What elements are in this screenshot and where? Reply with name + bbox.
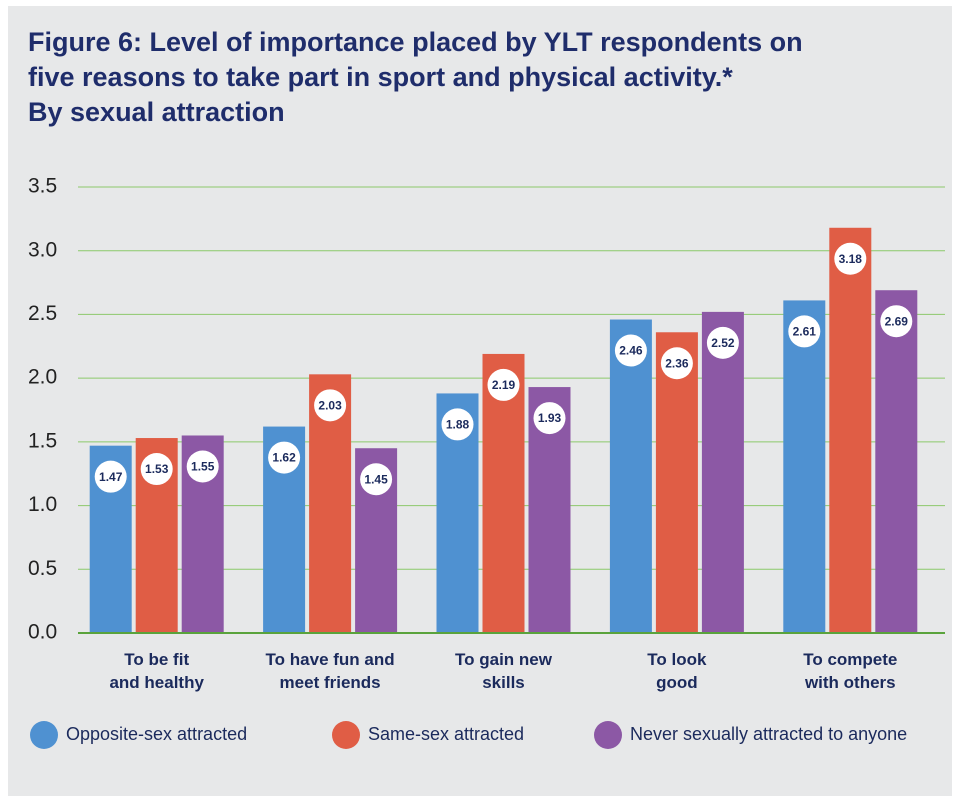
bar (875, 290, 918, 633)
bar (783, 300, 826, 633)
value-label-bg (314, 389, 347, 422)
value-label: 1.88 (446, 418, 470, 432)
value-label-bg (660, 347, 693, 380)
value-label: 1.45 (364, 472, 388, 486)
x-tick-label: To be fit and healthy (109, 650, 204, 692)
y-tick-label: 2.0 (28, 366, 57, 389)
value-label: 2.36 (665, 356, 689, 370)
value-label-bg (94, 460, 127, 493)
value-label: 2.52 (711, 336, 735, 350)
x-tick-label: To look good (647, 650, 707, 692)
legend-label: Same-sex attracted (368, 724, 524, 744)
y-tick-label: 3.5 (28, 175, 57, 198)
legend-label: Opposite-sex attracted (66, 724, 247, 744)
chart-title: Figure 6: Level of importance placed by … (28, 27, 803, 127)
value-label: 2.61 (793, 325, 817, 339)
y-tick-label: 1.5 (28, 429, 57, 452)
value-label-bg (533, 402, 566, 435)
bar (609, 319, 652, 633)
value-label-bg (880, 305, 913, 338)
value-label-bg (706, 326, 739, 359)
legend-swatch (332, 721, 360, 749)
value-label-bg (487, 368, 520, 401)
x-tick-label: To gain new skills (455, 650, 553, 692)
y-tick-label: 0.5 (28, 557, 57, 580)
x-tick-label: To have fun and meet friends (266, 650, 395, 692)
value-label: 1.62 (272, 451, 296, 465)
legend-swatch (30, 721, 58, 749)
value-label-bg (614, 334, 647, 367)
value-label: 2.19 (492, 378, 516, 392)
value-label: 1.55 (191, 460, 215, 474)
bar (829, 227, 872, 633)
value-label-bg (834, 242, 867, 275)
y-tick-label: 2.5 (28, 302, 57, 325)
bar (701, 311, 744, 633)
value-label-bg (186, 450, 219, 483)
value-label-bg (268, 441, 301, 474)
y-tick-label: 1.0 (28, 493, 57, 516)
value-label-bg (360, 463, 393, 496)
legend-label: Never sexually attracted to anyone (630, 724, 907, 744)
value-label: 1.47 (99, 470, 123, 484)
value-label: 1.53 (145, 462, 169, 476)
value-label: 3.18 (839, 252, 863, 266)
value-label-bg (788, 315, 821, 348)
value-label-bg (140, 453, 173, 486)
value-label-bg (441, 408, 474, 441)
y-tick-label: 0.0 (28, 621, 57, 644)
x-tick-label: To compete with others (803, 650, 897, 692)
value-label: 2.69 (885, 314, 909, 328)
legend-swatch (594, 721, 622, 749)
value-label: 2.03 (318, 398, 342, 412)
y-tick-label: 3.0 (28, 238, 57, 261)
value-label: 2.46 (619, 344, 643, 358)
bar (655, 332, 698, 633)
value-label: 1.93 (538, 411, 562, 425)
